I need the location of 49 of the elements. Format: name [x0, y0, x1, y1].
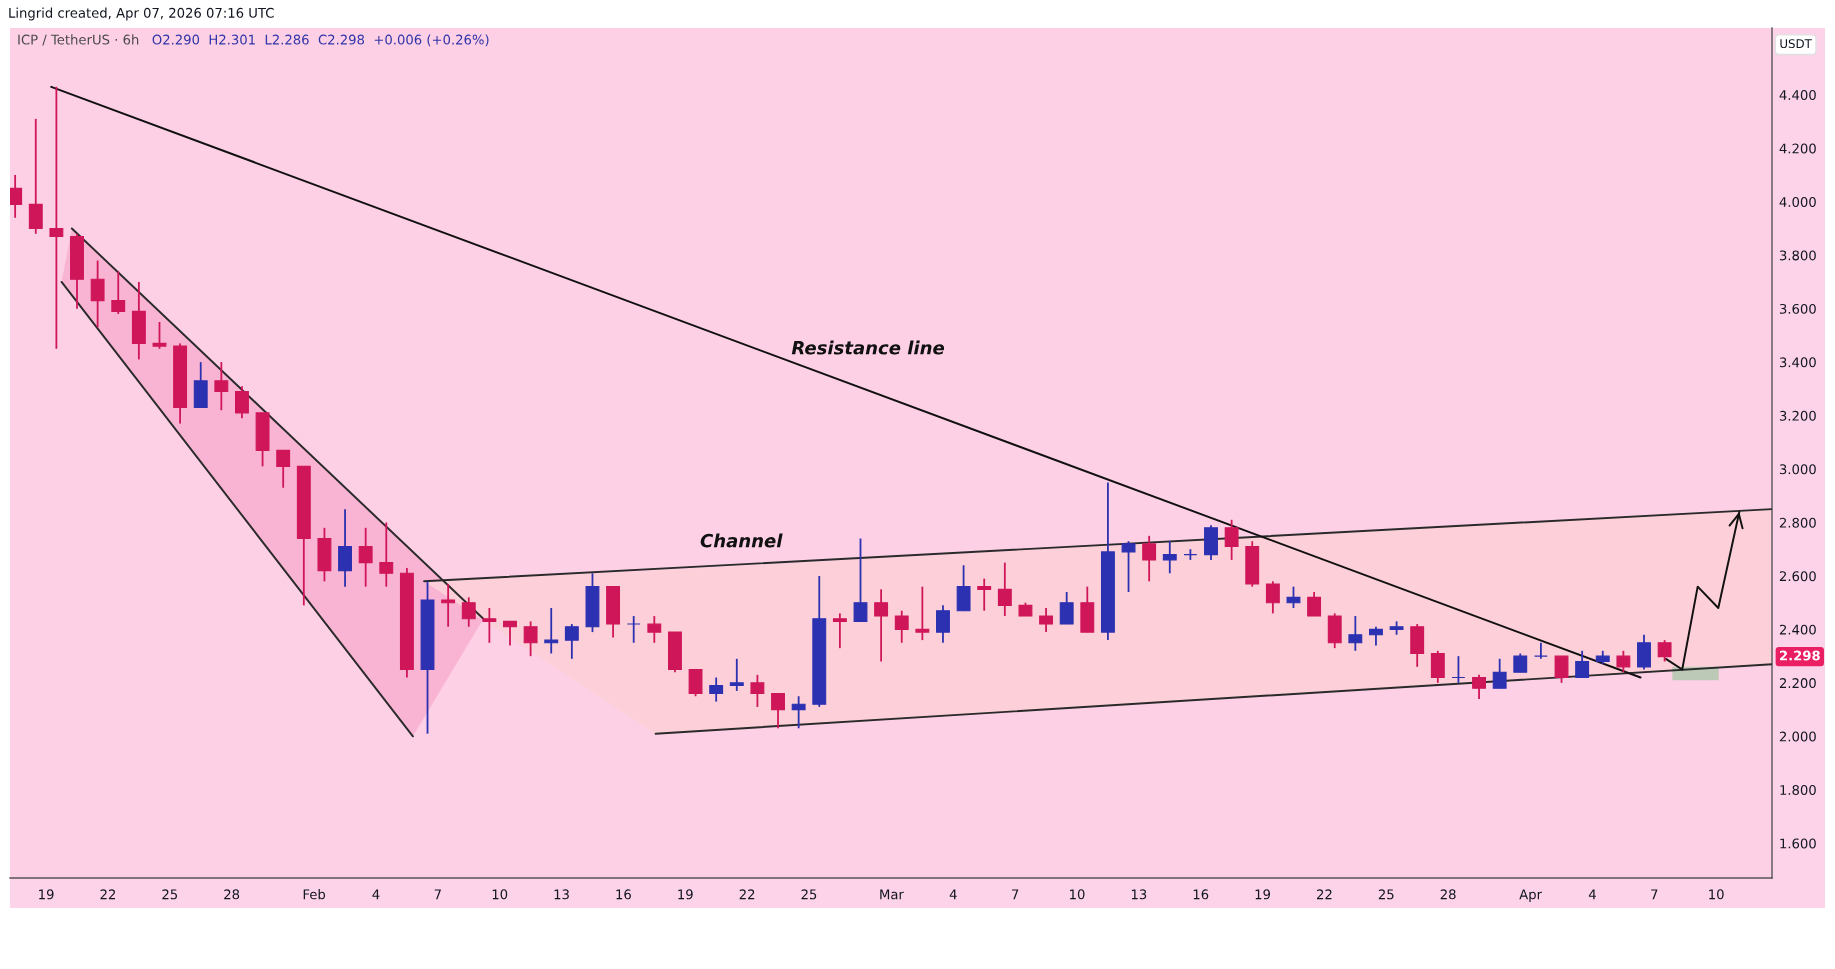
x-tick-label: 4 — [1588, 889, 1596, 900]
x-tick-label: 16 — [1193, 889, 1209, 900]
x-tick-label: Apr — [1519, 889, 1543, 902]
y-tick-label: 3.800 — [1779, 250, 1816, 261]
y-tick-label: 2.800 — [1779, 517, 1816, 528]
y-tick-label: 4.000 — [1779, 196, 1816, 207]
x-tick-label: 13 — [554, 889, 569, 900]
x-tick-label: 22 — [100, 889, 116, 900]
x-tick-label: Feb — [303, 889, 326, 900]
x-tick-label: 4 — [372, 889, 380, 900]
x-tick-label: 28 — [224, 889, 240, 900]
y-tick-label: 1.600 — [1780, 838, 1816, 849]
text: Lingrid created, Apr 07, 2026 07:16 UTC — [9, 7, 274, 21]
x-tick-label: 19 — [678, 889, 693, 900]
x-tick-label: Mar — [880, 889, 904, 900]
x-tick-label: 13 — [1131, 889, 1147, 900]
chart-title: ICP / TetherUS · 6h — [18, 34, 139, 46]
y-axis-title: USDT — [1780, 39, 1812, 49]
y-tick-label: 2.400 — [1779, 624, 1816, 635]
chart-subtitle: O2.290 H2.301 L2.286 C2.298 +0.006 (+0.26%) — [152, 34, 489, 47]
x-tick-label: 25 — [162, 889, 178, 900]
y-tick-label: 4.400 — [1779, 90, 1816, 101]
y-tick-label: 3.400 — [1779, 357, 1816, 368]
x-tick-label: 25 — [1378, 889, 1394, 900]
x-tick-label: 19 — [1255, 889, 1271, 900]
text: 2.298 — [1779, 650, 1820, 661]
x-tick-label: 4 — [949, 889, 957, 900]
x-tick-label: 7 — [1012, 889, 1019, 900]
y-tick-label: 2.600 — [1779, 571, 1816, 582]
x-tick-label: 19 — [39, 889, 54, 900]
x-tick-label: 16 — [616, 889, 631, 900]
x-tick-label: 7 — [434, 889, 441, 900]
x-tick-label: 10 — [1709, 889, 1724, 900]
x-tick-label: 10 — [492, 889, 508, 900]
x-tick-label: 22 — [1316, 889, 1332, 900]
x-tick-label: 7 — [1651, 889, 1658, 900]
x-tick-label: 10 — [1070, 889, 1085, 900]
y-tick-label: 3.200 — [1779, 410, 1816, 421]
y-tick-label: 4.200 — [1779, 143, 1816, 154]
y-tick-label: 2.000 — [1779, 731, 1816, 742]
y-tick-label: 3.000 — [1779, 464, 1816, 475]
annotation: Resistance line — [791, 340, 945, 355]
y-tick-label: 2.200 — [1779, 678, 1816, 689]
x-tick-label: 28 — [1440, 889, 1456, 900]
annotation: Channel — [700, 533, 783, 548]
y-tick-label: 3.600 — [1779, 303, 1816, 314]
y-tick-label: 1.800 — [1780, 785, 1816, 795]
x-tick-label: 22 — [739, 889, 755, 900]
x-tick-label: 25 — [801, 889, 817, 900]
